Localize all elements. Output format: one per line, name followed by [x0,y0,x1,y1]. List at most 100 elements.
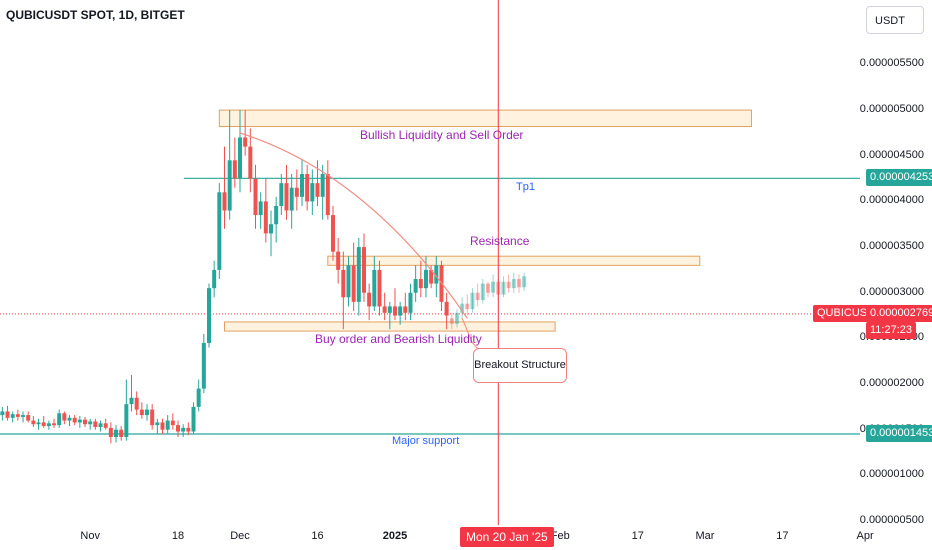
candle-body [372,269,377,307]
candle-body [186,427,191,432]
candle-body [408,292,413,313]
current-price-badge: 0.000002769 [866,304,932,322]
level-label-tp1: Tp1 [516,181,535,193]
candle-body [320,174,325,197]
candle-body [26,415,31,421]
candle-body [212,269,217,289]
projected-candle-body [465,303,470,310]
candle-body [382,306,387,313]
projected-candle-body [480,283,485,301]
candle-body [10,414,15,418]
candle-body [114,429,119,438]
candle-body [191,406,196,432]
candle-body [310,183,315,202]
candle-body [145,409,150,416]
y-tick-label: 0.000001000 [859,468,924,481]
candle-body [248,146,253,179]
candle-body [434,265,439,284]
y-tick-label: 0.000000500 [859,514,924,527]
support-price-badge: 0.000001453 [866,425,932,442]
chart-title: QUBICUSDT SPOT, 1D, BITGET [6,8,185,22]
zone-box-1 [327,255,701,266]
candle-body [119,429,124,438]
candle-body [356,247,361,302]
candle-body [67,417,72,421]
candle-body [176,425,181,432]
candle-body [284,183,289,211]
candle-body [299,174,304,197]
candle-body [196,388,201,407]
projected-candle-body [516,279,521,288]
x-tick-label: 18 [171,530,185,542]
candle-countdown-badge: 11:27:23 [866,321,917,339]
candle-body [243,137,248,147]
projection-layer [449,272,527,330]
zone-label-bullish: Bullish Liquidity and Sell Order [360,128,524,142]
unit-button[interactable]: USDT [866,6,924,34]
tp1-price-badge: 0.000004253 [866,169,932,187]
candle-body [341,269,346,298]
y-tick-label: 0.000004500 [859,148,924,161]
candle-body [413,279,418,293]
y-tick-label: 0.000002000 [859,377,924,390]
candle-body [217,192,222,270]
y-tick-label: 0.000003500 [859,240,924,253]
candle-body [274,205,279,225]
candle-body [294,187,299,197]
candle-body [98,423,103,427]
zone-box-0 [218,109,752,128]
candle-body [423,269,428,289]
candle-body [258,201,263,216]
candle-body [367,292,372,307]
candle-body [253,178,258,216]
x-tick-label: Nov [80,530,100,542]
candle-body [52,423,57,426]
projected-candle-body [475,292,480,301]
candle-body [57,413,62,426]
candle-body [227,160,232,211]
candle-body [36,422,41,425]
candle-body [31,420,36,425]
candle-body [72,417,77,423]
candle-body [181,427,186,432]
trend-curve [239,132,468,319]
candle-body [77,419,82,423]
levels-layer [0,177,860,435]
candle-body [398,306,403,316]
candle-body [238,137,242,179]
x-tick-label: Mar [695,530,715,542]
candle-body [330,215,335,252]
x-tick-label: Dec [230,530,250,542]
candles-layer [0,110,449,444]
candle-body [108,427,113,438]
projected-candle-body [470,292,475,310]
projected-candle-body [485,283,490,293]
candle-body [377,269,382,307]
candle-body [134,397,139,410]
x-tick-label: Apr [856,530,874,542]
candle-body [429,269,434,284]
candle-body [62,413,67,421]
y-tick-label: 0.000005500 [859,57,924,70]
projected-candle-body [460,303,465,313]
candle-body [150,409,155,426]
candle-body [103,423,108,428]
candle-body [5,411,10,418]
candle-body [325,174,330,216]
x-tick-label: 2025 [382,530,408,542]
projected-candle-body [511,279,516,289]
candle-body [351,265,356,302]
candle-body [232,160,237,179]
candle-body [387,306,392,313]
projected-candle-body [454,312,459,324]
projected-candle-body [491,281,496,293]
y-tick-label: 0.000003000 [859,285,924,298]
breakout-structure-callout[interactable]: Breakout Structure [473,348,567,383]
candle-body [201,342,206,389]
x-tick-label: 16 [311,530,324,542]
candle-body [263,201,268,234]
candle-body [46,423,51,427]
candle-body [268,224,273,234]
candle-body [289,187,294,211]
